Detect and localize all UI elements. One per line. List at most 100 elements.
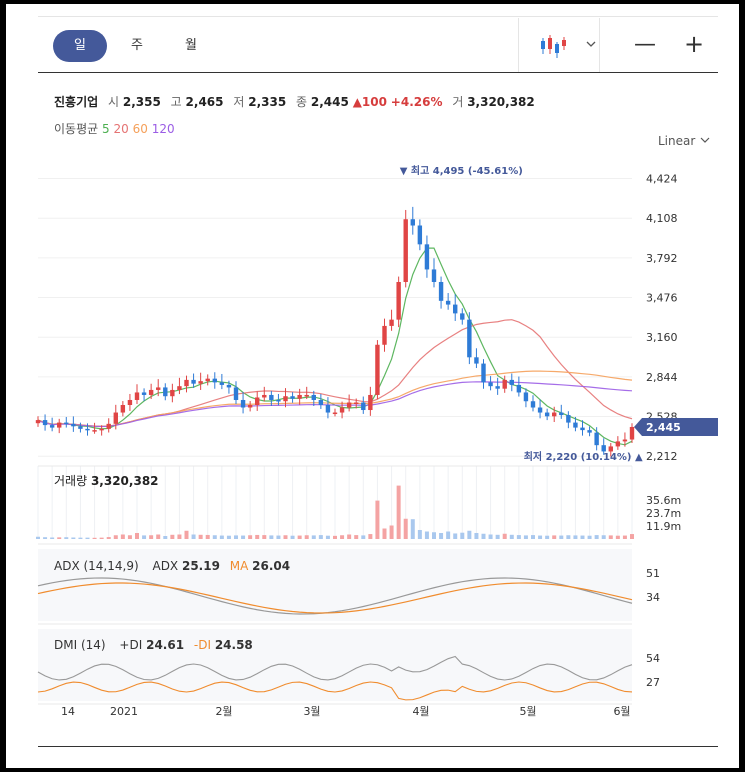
volume-bar	[340, 535, 345, 539]
volume-bar	[127, 535, 132, 539]
candle-body	[262, 394, 267, 398]
candle-body	[99, 428, 104, 431]
dmi-title: DMI (14)	[54, 638, 106, 652]
candle-body	[594, 432, 599, 446]
chart-toolbar: 일 주 월 — +	[38, 18, 718, 72]
candle-body	[106, 423, 111, 429]
candle-body	[127, 399, 133, 406]
low-label: 저	[233, 95, 245, 109]
volume-bar	[446, 531, 451, 539]
volume-bar	[559, 535, 564, 539]
plus-di-line	[37, 655, 633, 681]
volume-bar	[566, 535, 571, 539]
candle-body	[339, 407, 345, 413]
candle-body	[368, 394, 373, 411]
volume-bar	[156, 534, 161, 539]
volume-bar	[396, 485, 401, 539]
volume-bar	[78, 537, 83, 539]
zoom-in-button[interactable]: +	[684, 30, 705, 58]
x-tick-label: 4월	[412, 705, 429, 718]
volume-tick-label: 11.9m	[646, 520, 681, 533]
candle-body	[170, 389, 175, 397]
volume-bar	[587, 535, 592, 539]
volume-bar	[290, 535, 295, 539]
volume-bar	[410, 519, 415, 539]
high-annotation: ▼ 최고 4,495 (-45.61%)	[400, 164, 523, 177]
adx-line	[37, 577, 633, 615]
volume-value: 3,320,382	[467, 95, 535, 109]
candle-body	[191, 379, 196, 384]
candle-body	[49, 425, 55, 428]
volume-bar	[234, 535, 238, 539]
plus-di-label: +DI	[119, 638, 142, 652]
close-value: 2,445	[310, 95, 349, 109]
candle-body	[276, 399, 281, 402]
volume-bar	[573, 535, 578, 539]
adx-ma-value: 26.04	[252, 559, 290, 573]
candle-body	[460, 313, 465, 320]
chart-type-selector[interactable]	[518, 18, 600, 72]
volume-bar	[481, 533, 486, 539]
minus-di-line	[37, 681, 633, 701]
dmi-tick-label: 27	[646, 676, 660, 689]
candle-body	[552, 412, 557, 417]
candle-body	[424, 244, 430, 270]
volume-title-value: 3,320,382	[91, 474, 159, 488]
candle-body	[318, 399, 324, 406]
candle-body	[573, 422, 578, 428]
scale-label: Linear	[658, 134, 696, 148]
price-chart[interactable]: 4,4244,1083,7923,4763,1602,8442,5282,212…	[6, 4, 739, 724]
volume-bar	[403, 518, 408, 539]
candle-body	[453, 304, 458, 314]
scale-selector[interactable]: Linear	[658, 134, 711, 148]
volume-bar	[460, 532, 465, 539]
low-annotation: 최저 2,220 (10.14%) ▲	[524, 450, 643, 463]
volume-bar	[177, 534, 182, 539]
volume-bar	[545, 535, 550, 539]
ma-5: 5	[102, 122, 110, 136]
candle-body	[530, 401, 536, 408]
candle-body	[283, 396, 288, 402]
volume-bar	[198, 534, 203, 539]
adx-tick-label: 51	[646, 567, 660, 580]
tab-month[interactable]: 월	[185, 38, 197, 53]
volume-bar	[439, 533, 444, 539]
x-tick-label: 14	[61, 705, 75, 718]
volume-bar	[85, 537, 90, 539]
low-value: 2,335	[248, 95, 287, 109]
volume-bar	[205, 534, 210, 539]
candle-body	[389, 319, 394, 326]
candle-body	[622, 439, 628, 442]
candle-body	[156, 387, 161, 390]
volume-bar	[311, 535, 316, 539]
candle-body	[120, 405, 126, 413]
volume-bar	[184, 530, 189, 539]
volume-label: 거	[452, 95, 464, 109]
candle-body	[382, 325, 387, 345]
volume-bar	[361, 535, 366, 539]
candle-body	[205, 378, 210, 382]
open-label: 시	[108, 95, 120, 109]
candle-body	[148, 389, 154, 395]
ma-20: 20	[113, 122, 129, 136]
volume-bar	[495, 534, 500, 539]
y-tick-label: 3,792	[646, 252, 678, 265]
adx-tick-label: 34	[646, 591, 660, 604]
divider	[38, 746, 718, 747]
volume-bar	[170, 534, 175, 539]
tab-day[interactable]: 일	[53, 30, 107, 62]
volume-bar	[71, 537, 76, 539]
tab-week[interactable]: 주	[131, 38, 143, 53]
volume-bar	[523, 535, 528, 539]
candle-body	[467, 319, 472, 358]
adx-pane	[38, 549, 632, 621]
zoom-out-button[interactable]: —	[634, 32, 656, 57]
volume-bar	[615, 535, 620, 539]
candle-body	[566, 415, 571, 423]
candle-body	[163, 387, 168, 397]
volume-bar	[99, 537, 104, 539]
current-price-label: 2,445	[634, 417, 718, 436]
close-label: 종	[296, 95, 308, 109]
volume-bar	[142, 535, 147, 539]
volume-bar	[163, 536, 168, 539]
